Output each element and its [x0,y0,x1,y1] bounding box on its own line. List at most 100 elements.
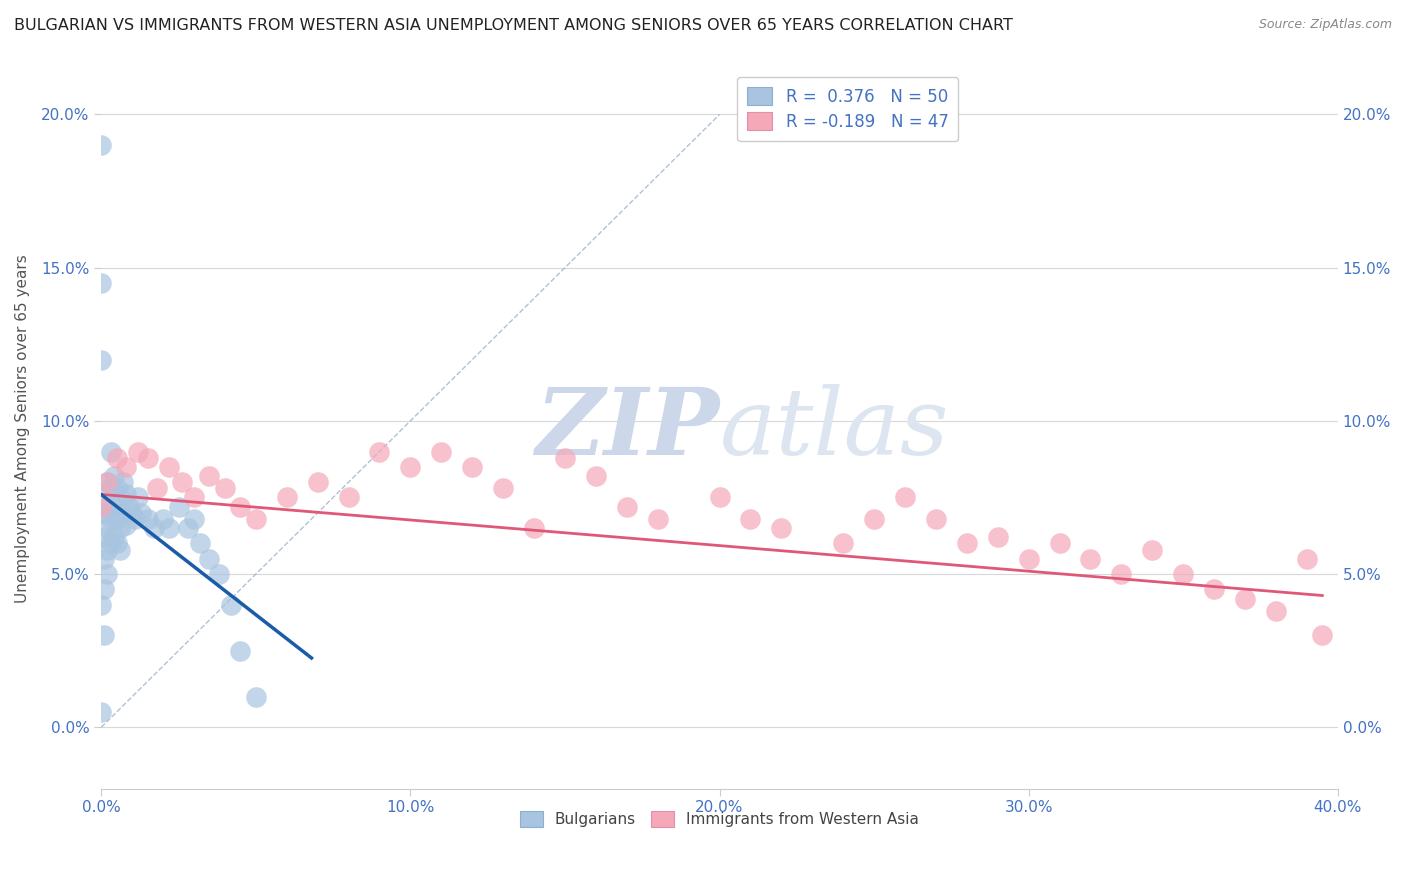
Text: atlas: atlas [720,384,949,474]
Point [709,491,731,505]
Point [118,500,141,514]
Legend: Bulgarians, Immigrants from Western Asia: Bulgarians, Immigrants from Western Asia [512,803,927,835]
Point [461,459,484,474]
Point [1234,591,1257,606]
Point [108,521,131,535]
Point [585,469,607,483]
Point [115,487,138,501]
Point [90,500,112,514]
Point [93,530,115,544]
Point [115,518,138,533]
Point [103,469,125,483]
Point [554,450,576,465]
Point [157,521,180,535]
Point [111,475,134,490]
Point [90,352,112,367]
Point [1204,582,1226,597]
Point [245,512,267,526]
Point [96,475,118,490]
Point [1018,551,1040,566]
Point [96,542,118,557]
Point [127,491,149,505]
Point [430,444,453,458]
Point [770,521,793,535]
Point [100,481,122,495]
Point [523,521,546,535]
Point [647,512,669,526]
Point [1080,551,1102,566]
Point [188,536,211,550]
Point [96,500,118,514]
Point [1310,628,1333,642]
Point [183,512,205,526]
Point [177,521,200,535]
Point [90,705,112,719]
Point [198,469,221,483]
Point [108,491,131,505]
Point [1111,567,1133,582]
Point [96,521,118,535]
Y-axis label: Unemployment Among Seniors over 65 years: Unemployment Among Seniors over 65 years [15,254,30,603]
Point [111,506,134,520]
Point [1295,551,1317,566]
Point [987,530,1010,544]
Point [131,506,153,520]
Point [96,567,118,582]
Point [146,481,169,495]
Point [170,475,193,490]
Point [96,475,118,490]
Point [616,500,638,514]
Point [1264,604,1286,618]
Point [105,481,128,495]
Point [740,512,762,526]
Point [198,551,221,566]
Point [925,512,948,526]
Point [1142,542,1164,557]
Point [219,598,242,612]
Point [1049,536,1071,550]
Point [100,512,122,526]
Point [115,459,138,474]
Point [93,506,115,520]
Text: BULGARIAN VS IMMIGRANTS FROM WESTERN ASIA UNEMPLOYMENT AMONG SENIORS OVER 65 YEA: BULGARIAN VS IMMIGRANTS FROM WESTERN ASI… [14,18,1012,33]
Point [399,459,422,474]
Point [1173,567,1195,582]
Point [136,512,159,526]
Point [276,491,298,505]
Point [100,444,122,458]
Point [90,138,112,153]
Point [103,530,125,544]
Point [124,512,146,526]
Point [93,582,115,597]
Point [167,500,190,514]
Point [245,690,267,704]
Point [127,444,149,458]
Point [152,512,174,526]
Point [93,628,115,642]
Point [90,276,112,290]
Point [863,512,886,526]
Point [214,481,236,495]
Point [157,459,180,474]
Point [229,643,252,657]
Point [93,551,115,566]
Point [108,542,131,557]
Point [103,500,125,514]
Point [208,567,231,582]
Point [832,536,855,550]
Point [229,500,252,514]
Point [368,444,391,458]
Point [105,512,128,526]
Text: Source: ZipAtlas.com: Source: ZipAtlas.com [1258,18,1392,31]
Text: ZIP: ZIP [536,384,720,474]
Point [142,521,165,535]
Point [100,536,122,550]
Point [90,598,112,612]
Point [492,481,515,495]
Point [337,491,360,505]
Point [307,475,329,490]
Point [136,450,159,465]
Point [105,536,128,550]
Point [121,506,143,520]
Point [183,491,205,505]
